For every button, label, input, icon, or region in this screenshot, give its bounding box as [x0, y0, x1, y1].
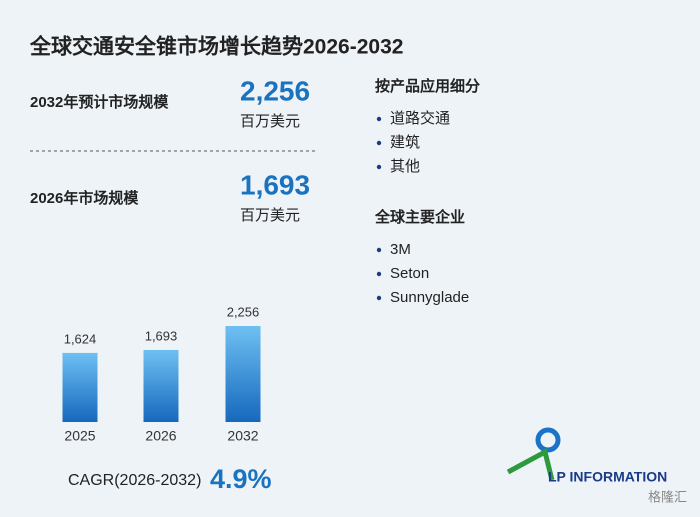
watermark: 格隆汇 [648, 489, 687, 504]
stat-value: 2,256 [240, 75, 310, 106]
segments-title: 按产品应用细分 [375, 77, 480, 95]
logo: LP INFORMATION [548, 469, 667, 485]
bullet [376, 295, 382, 301]
list-item: 其他 [390, 158, 420, 175]
stat-value: 1,693 [240, 169, 310, 200]
bullet [376, 247, 382, 253]
bar [62, 352, 98, 422]
x-tick-label: 2026 [145, 428, 176, 444]
x-tick-label: 2032 [227, 428, 258, 444]
list-item: 建筑 [390, 134, 420, 151]
logo-icon [506, 427, 561, 481]
stat-unit: 百万美元 [240, 207, 300, 224]
list-item: Sunnyglade [390, 289, 469, 306]
list-item: 道路交通 [390, 109, 450, 127]
companies-title: 全球主要企业 [374, 208, 465, 226]
bullet [376, 271, 382, 277]
list-item: Seton [390, 265, 429, 282]
value-label: 2,256 [227, 304, 260, 319]
bar [143, 349, 179, 422]
title: 全球交通安全锥市场增长趋势2026-2032 [29, 35, 403, 59]
bullet [376, 116, 382, 122]
bullet [376, 164, 382, 170]
stat-unit: 百万美元 [240, 113, 300, 130]
stat-label: 2026年市场规模 [30, 189, 139, 207]
value-label: 1,624 [64, 331, 97, 346]
list-item: 3M [390, 241, 411, 258]
cagr-label: CAGR(2026-2032) [68, 472, 201, 489]
x-tick-label: 2025 [64, 428, 95, 444]
bar [225, 326, 261, 422]
value-label: 1,693 [145, 328, 178, 343]
stat-label: 2032年预计市场规模 [30, 93, 169, 111]
cagr-value: 4.9% [210, 464, 272, 494]
bullet [376, 140, 382, 146]
